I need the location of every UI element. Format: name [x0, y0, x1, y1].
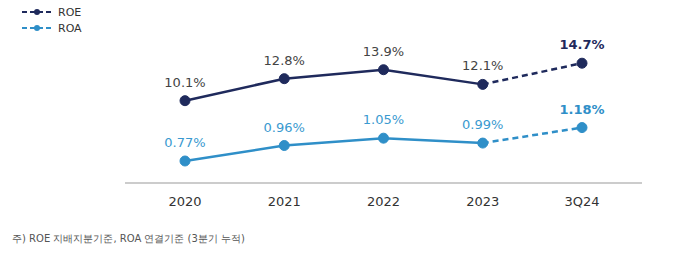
svg-text:2020: 2020: [168, 194, 201, 209]
html-text:ROA: ROA: [58, 21, 82, 35]
svg-text:1.05%: 1.05%: [363, 112, 404, 127]
svg-text:12.1%: 12.1%: [462, 58, 503, 73]
html-text:주) ROE 지배지분기준, ROA 연결기준 (3분기 누: 주) ROE 지배지분기준, ROA 연결기준 (3분기 누적): [12, 233, 245, 244]
svg-text:12.8%: 12.8%: [264, 53, 305, 68]
svg-text:2022: 2022: [367, 194, 400, 209]
svg-text:0.96%: 0.96%: [264, 120, 305, 135]
svg-text:14.7%: 14.7%: [559, 37, 604, 52]
svg-text:2023: 2023: [466, 194, 499, 209]
html-text:ROE: ROE: [58, 5, 82, 19]
svg-text:2021: 2021: [268, 194, 301, 209]
svg-text:0.77%: 0.77%: [164, 135, 205, 150]
svg-text:1.18%: 1.18%: [559, 102, 604, 117]
svg-text:0.99%: 0.99%: [462, 117, 503, 132]
svg-text:3Q24: 3Q24: [564, 194, 599, 209]
svg-text:13.9%: 13.9%: [363, 44, 404, 59]
svg-text:10.1%: 10.1%: [164, 75, 205, 90]
